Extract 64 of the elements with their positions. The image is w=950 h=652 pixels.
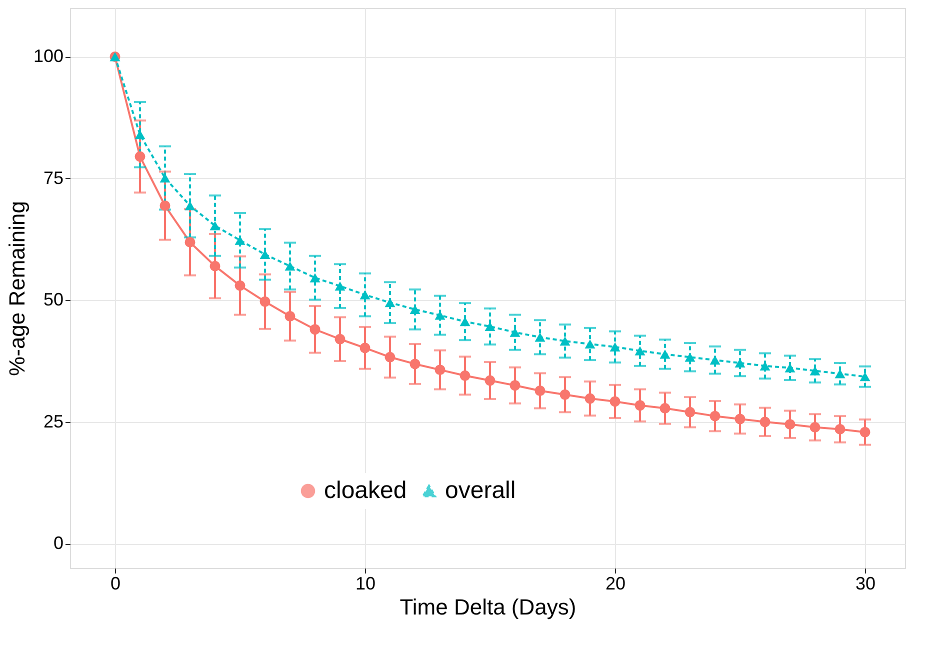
- x-axis-title: Time Delta (Days): [400, 594, 576, 620]
- point: [710, 356, 720, 365]
- point: [534, 332, 546, 342]
- point: [234, 280, 246, 291]
- point: [684, 352, 696, 362]
- point: [434, 364, 446, 376]
- point: [160, 173, 170, 182]
- point: [460, 317, 470, 326]
- legend-label: cloaked: [324, 477, 407, 504]
- y-tick-label: 100: [33, 46, 64, 66]
- point: [634, 400, 646, 411]
- point: [660, 350, 670, 359]
- x-tick-label: 10: [355, 574, 376, 594]
- point: [860, 426, 870, 438]
- point: [484, 375, 496, 386]
- point: [734, 414, 746, 424]
- point: [134, 151, 146, 162]
- point: [610, 342, 620, 352]
- point: [410, 358, 420, 370]
- point: [634, 346, 646, 356]
- point: [210, 260, 220, 272]
- x-tick-label: 20: [605, 574, 626, 594]
- legend-label: overall: [445, 477, 516, 504]
- y-tick-label: 50: [43, 290, 64, 310]
- point: [610, 396, 620, 407]
- point: [584, 393, 596, 404]
- point: [510, 328, 520, 337]
- point: [334, 334, 346, 344]
- x-tick-label: 30: [855, 574, 876, 594]
- point: [384, 352, 396, 362]
- point: [660, 403, 670, 414]
- point: [384, 298, 396, 308]
- point: [784, 419, 796, 430]
- point: [310, 324, 320, 335]
- point: [760, 416, 770, 428]
- point: [584, 339, 596, 349]
- y-tick-label: 0: [53, 533, 64, 554]
- point: [834, 424, 846, 434]
- x-tick-label: 0: [110, 574, 121, 594]
- y-tick-label: 25: [43, 411, 64, 432]
- point: [160, 200, 170, 211]
- point: [510, 380, 520, 391]
- point: [184, 201, 196, 210]
- point: [460, 370, 470, 381]
- point: [360, 342, 370, 354]
- point: [710, 410, 720, 422]
- point: [310, 273, 320, 282]
- point: [810, 422, 820, 433]
- point: [284, 262, 296, 271]
- point: [260, 296, 270, 307]
- point: [834, 369, 846, 378]
- point: [534, 386, 546, 396]
- point: [334, 282, 346, 291]
- point: [134, 130, 146, 140]
- point: [684, 406, 696, 418]
- point: [284, 311, 296, 322]
- point: [210, 221, 220, 230]
- y-tick-label: 75: [43, 168, 64, 188]
- point: [560, 389, 570, 400]
- point: [360, 290, 370, 300]
- point: [560, 336, 570, 346]
- point: [860, 372, 870, 382]
- point: [184, 236, 196, 248]
- y-axis-title: %-age Remaining: [4, 201, 30, 376]
